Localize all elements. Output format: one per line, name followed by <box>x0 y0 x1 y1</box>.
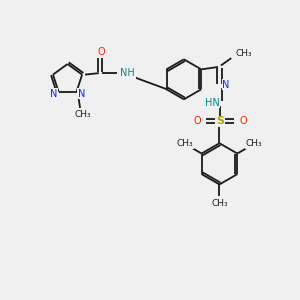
Text: O: O <box>97 46 105 57</box>
Text: N: N <box>78 89 85 99</box>
Text: N: N <box>222 80 230 90</box>
Text: HN: HN <box>205 98 220 108</box>
Text: N: N <box>50 89 57 99</box>
Text: CH₃: CH₃ <box>211 200 228 208</box>
Text: CH₃: CH₃ <box>246 139 262 148</box>
Text: NH: NH <box>120 68 135 78</box>
Text: CH₃: CH₃ <box>176 139 193 148</box>
Text: CH₃: CH₃ <box>74 110 91 119</box>
Text: O: O <box>193 116 201 126</box>
Text: O: O <box>239 116 247 126</box>
Text: CH₃: CH₃ <box>236 49 252 58</box>
Text: S: S <box>216 116 224 126</box>
